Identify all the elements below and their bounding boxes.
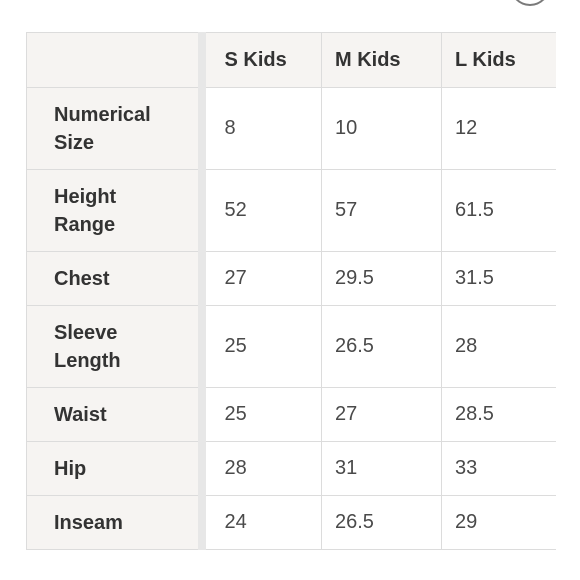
value-cell: 61.5 [441,169,556,252]
value-cell: 28.5 [441,387,556,442]
size-chart-container: S Kids M Kids L Kids Numerical Size 8 10… [26,32,556,550]
value-cell: 28 [197,441,322,496]
table-header-row: S Kids M Kids L Kids [26,32,556,88]
value-cell: 10 [321,87,442,170]
table-row-chest: Chest 27 29.5 31.5 [26,251,556,306]
value-cell: 27 [321,387,442,442]
table-row-waist: Waist 25 27 28.5 [26,387,556,442]
value-cell: 26.5 [321,305,442,388]
row-header-waist: Waist [26,387,202,442]
row-label-line: Hip [54,457,87,480]
value-cell: 28 [441,305,556,388]
value-cell: 27 [197,251,322,306]
column-header-l-kids: L Kids [441,32,556,88]
value-cell: 24 [197,495,322,550]
row-header-chest: Chest [26,251,202,306]
value-cell: 25 [197,305,322,388]
row-label-line: Sleeve [54,321,118,344]
row-header-sleeve-length: Sleeve Length [26,305,202,388]
value-cell: 31 [321,441,442,496]
row-label-line: Chest [54,267,110,290]
value-cell: 52 [197,169,322,252]
value-cell: 29.5 [321,251,442,306]
table-row-sleeve-length: Sleeve Length 25 26.5 28 [26,305,556,388]
column-header-m-kids: M Kids [321,32,442,88]
row-label-line: Height [54,185,117,208]
column-header-s-kids: S Kids [197,32,322,88]
value-cell: 12 [441,87,556,170]
circle-icon [510,0,550,6]
row-label-line: Inseam [54,511,123,534]
row-label-line: Numerical [54,103,151,126]
value-cell: 57 [321,169,442,252]
value-cell: 8 [197,87,322,170]
value-cell: 29 [441,495,556,550]
row-header-height-range: Height Range [26,169,202,252]
value-cell: 25 [197,387,322,442]
row-label-line: Range [54,213,116,236]
table-row-numerical-size: Numerical Size 8 10 12 [26,87,556,170]
value-cell: 33 [441,441,556,496]
table-row-height-range: Height Range 52 57 61.5 [26,169,556,252]
row-header-numerical-size: Numerical Size [26,87,202,170]
value-cell: 26.5 [321,495,442,550]
row-header-hip: Hip [26,441,202,496]
table-row-hip: Hip 28 31 33 [26,441,556,496]
value-cell: 31.5 [441,251,556,306]
row-label-line: Length [54,349,121,372]
row-header-inseam: Inseam [26,495,202,550]
row-label-line: Size [54,131,95,154]
size-chart-table: S Kids M Kids L Kids Numerical Size 8 10… [26,32,556,550]
table-row-inseam: Inseam 24 26.5 29 [26,495,556,550]
corner-cell [26,32,202,88]
row-label-line: Waist [54,403,107,426]
